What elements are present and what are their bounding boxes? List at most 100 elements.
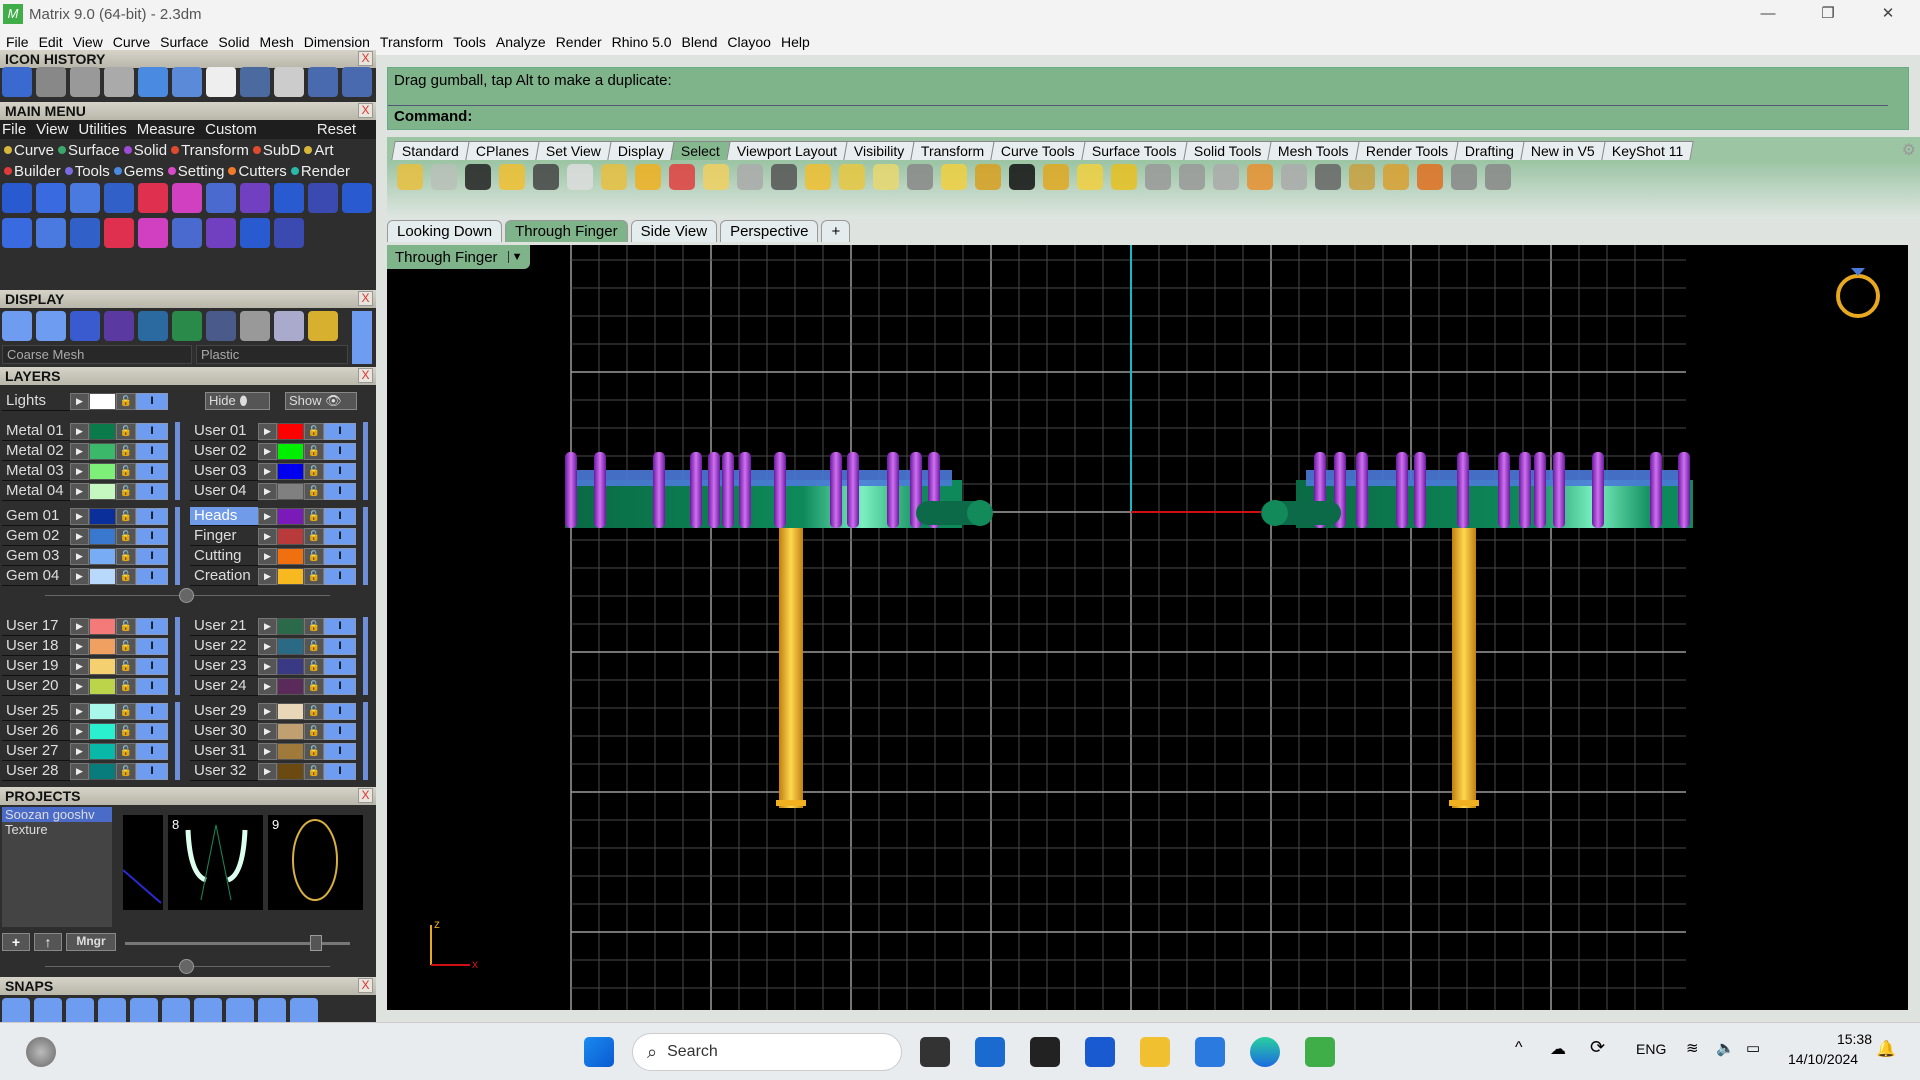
toolbar-icon[interactable] xyxy=(1145,164,1171,190)
tool-icon[interactable] xyxy=(226,998,254,1026)
visibility-toggle[interactable]: I xyxy=(136,548,168,565)
main-menu-custom[interactable]: Custom xyxy=(205,121,257,138)
prong[interactable] xyxy=(722,452,734,528)
tool-icon[interactable] xyxy=(2,218,32,248)
minimize-button[interactable]: — xyxy=(1760,5,1776,22)
play-icon[interactable]: ▶ xyxy=(70,638,89,655)
menu-clayoo[interactable]: Clayoo xyxy=(727,33,771,50)
layer-name[interactable]: User 19 xyxy=(2,657,70,676)
prong[interactable] xyxy=(594,452,606,528)
close-icon[interactable]: X xyxy=(358,978,373,993)
lock-icon[interactable]: 🔓 xyxy=(304,528,324,545)
layer-name[interactable]: User 21 xyxy=(190,617,258,636)
layer-color-swatch[interactable] xyxy=(277,703,304,720)
viewport-tab-perspective[interactable]: Perspective xyxy=(720,220,819,242)
menu-tools[interactable]: Tools xyxy=(453,33,486,50)
toolbar-icon[interactable] xyxy=(1043,164,1069,190)
toolbar-icon[interactable] xyxy=(771,164,797,190)
toolbar-icon[interactable] xyxy=(703,164,729,190)
lock-icon[interactable]: 🔓 xyxy=(304,743,324,760)
layer-color-swatch[interactable] xyxy=(89,638,116,655)
command-input[interactable]: Command: xyxy=(388,105,1888,127)
visibility-toggle[interactable]: I xyxy=(136,393,168,410)
layer-row[interactable]: Heads ▶ 🔓 I xyxy=(190,507,356,526)
weather-icon[interactable] xyxy=(26,1037,56,1067)
layer-color-swatch[interactable] xyxy=(277,568,304,585)
close-icon[interactable]: X xyxy=(358,103,373,118)
play-icon[interactable]: ▶ xyxy=(258,618,277,635)
layer-row[interactable]: User 01 ▶ 🔓 I xyxy=(190,422,356,441)
tab-transform[interactable]: Transform xyxy=(910,141,995,160)
maximize-button[interactable]: ❐ xyxy=(1821,5,1835,22)
tool-icon[interactable] xyxy=(308,183,338,213)
tab-new-in-v5[interactable]: New in V5 xyxy=(1520,141,1606,160)
play-icon[interactable]: ▶ xyxy=(258,703,277,720)
prong[interactable] xyxy=(1678,452,1690,528)
layer-row[interactable]: Gem 01 ▶ 🔓 I xyxy=(2,507,168,526)
toolbar-icon[interactable] xyxy=(941,164,967,190)
main-menu-utilities[interactable]: Utilities xyxy=(78,121,127,138)
prong[interactable] xyxy=(739,452,751,528)
play-icon[interactable]: ▶ xyxy=(70,548,89,565)
toolbar-icon[interactable] xyxy=(499,164,525,190)
visibility-toggle[interactable]: I xyxy=(324,568,356,585)
tool-icon[interactable] xyxy=(274,67,304,97)
layer-color-swatch[interactable] xyxy=(89,548,116,565)
tool-icon[interactable] xyxy=(274,183,304,213)
lock-icon[interactable]: 🔓 xyxy=(116,703,136,720)
play-icon[interactable]: ▶ xyxy=(258,678,277,695)
tool-icon[interactable] xyxy=(258,998,286,1026)
visibility-toggle[interactable]: I xyxy=(324,703,356,720)
layer-name[interactable]: Heads xyxy=(190,507,258,526)
tool-icon[interactable] xyxy=(36,67,66,97)
menu-blend[interactable]: Blend xyxy=(681,33,718,50)
toolbar-icon[interactable] xyxy=(907,164,933,190)
layer-name[interactable]: Creation xyxy=(190,567,258,586)
layer-row[interactable]: User 17 ▶ 🔓 I xyxy=(2,617,168,636)
lock-icon[interactable]: 🔓 xyxy=(116,483,136,500)
layer-color-swatch[interactable] xyxy=(89,528,116,545)
task-view-icon[interactable] xyxy=(920,1037,950,1067)
connector-sphere[interactable] xyxy=(967,500,993,526)
tab-set-view[interactable]: Set View xyxy=(535,141,612,160)
toolbar-icon[interactable] xyxy=(1281,164,1307,190)
prong[interactable] xyxy=(1519,452,1531,528)
lock-icon[interactable]: 🔓 xyxy=(116,568,136,585)
category-builder[interactable]: Builder xyxy=(14,162,61,180)
layer-row[interactable]: Cutting ▶ 🔓 I xyxy=(190,547,356,566)
layer-color-swatch[interactable] xyxy=(89,393,116,410)
play-icon[interactable]: ▶ xyxy=(258,483,277,500)
visibility-toggle[interactable]: I xyxy=(324,528,356,545)
toolbar-icon[interactable] xyxy=(1485,164,1511,190)
lock-icon[interactable]: 🔓 xyxy=(116,463,136,480)
toolbar-icon[interactable] xyxy=(737,164,763,190)
layer-row[interactable]: Finger ▶ 🔓 I xyxy=(190,527,356,546)
layer-row[interactable]: User 32 ▶ 🔓 I xyxy=(190,762,356,781)
viewport-tab-side-view[interactable]: Side View xyxy=(630,220,718,242)
lock-icon[interactable]: 🔓 xyxy=(304,463,324,480)
play-icon[interactable]: ▶ xyxy=(258,763,277,780)
tool-icon[interactable] xyxy=(138,183,168,213)
layer-name[interactable]: Metal 03 xyxy=(2,462,70,481)
toolbar-icon[interactable] xyxy=(839,164,865,190)
layer-name[interactable]: Lights xyxy=(2,392,70,411)
tool-icon[interactable] xyxy=(206,311,236,341)
visibility-toggle[interactable]: I xyxy=(324,423,356,440)
scrollbar[interactable] xyxy=(363,617,368,695)
visibility-toggle[interactable]: I xyxy=(136,618,168,635)
lock-icon[interactable]: 🔓 xyxy=(116,658,136,675)
layer-row[interactable]: User 03 ▶ 🔓 I xyxy=(190,462,356,481)
toolbar-icon[interactable] xyxy=(975,164,1001,190)
layer-name[interactable]: User 18 xyxy=(2,637,70,656)
play-icon[interactable]: ▶ xyxy=(70,618,89,635)
search-box[interactable]: ⌕ Search xyxy=(632,1033,902,1071)
close-icon[interactable]: X xyxy=(358,368,373,383)
toolbar-icon[interactable] xyxy=(1417,164,1443,190)
chevron-up-icon[interactable]: ^ xyxy=(1515,1039,1523,1056)
lock-icon[interactable]: 🔓 xyxy=(304,568,324,585)
layer-name[interactable]: User 28 xyxy=(2,762,70,781)
visibility-toggle[interactable]: I xyxy=(136,763,168,780)
layer-row[interactable]: User 28 ▶ 🔓 I xyxy=(2,762,168,781)
matrix-app-icon[interactable] xyxy=(1305,1037,1335,1067)
